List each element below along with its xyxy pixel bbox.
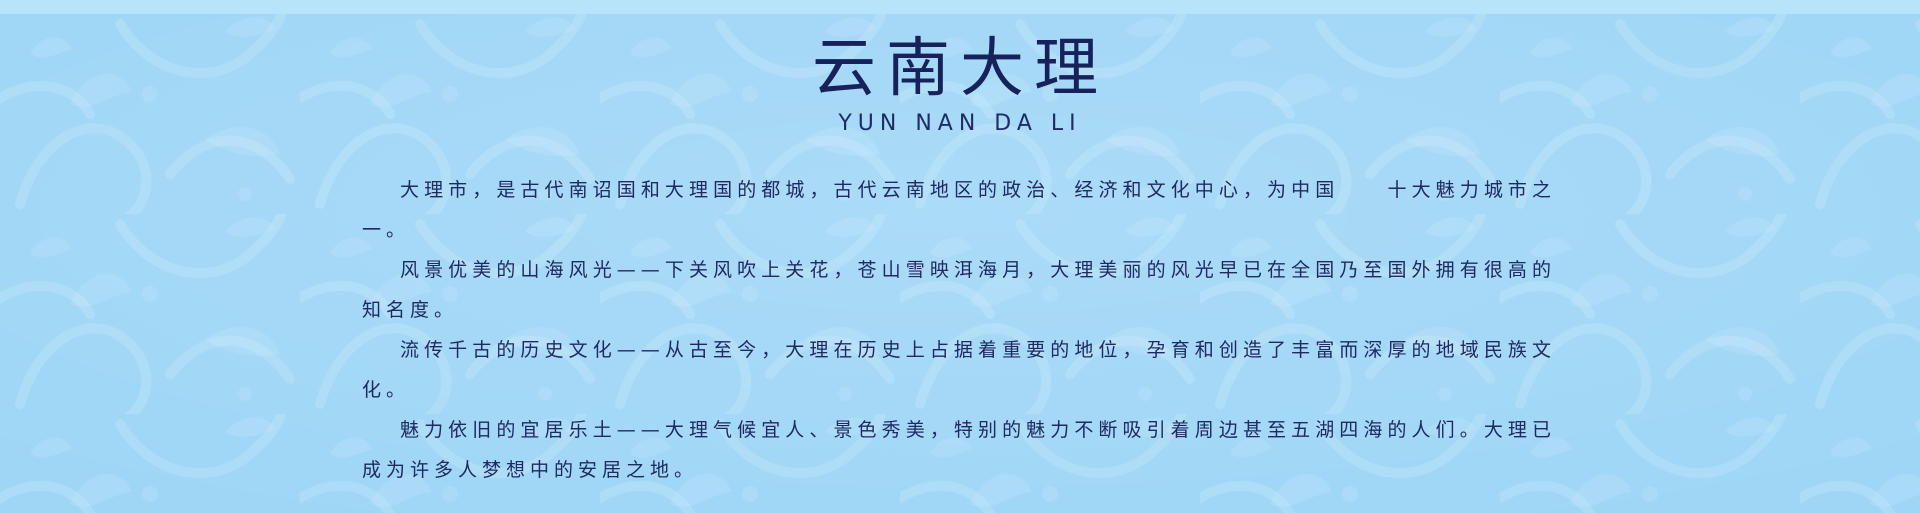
damask-pattern	[0, 14, 1920, 513]
paragraph-1: 大理市，是古代南诏国和大理国的都城，古代云南地区的政治、经济和文化中心，为中国 …	[362, 179, 1556, 241]
paragraph-3: 流传千古的历史文化——从古至今，大理在历史上占据着重要的地位，孕育和创造了丰富而…	[362, 339, 1556, 401]
page-subtitle: YUN NAN DA LI	[838, 111, 1082, 136]
damask-background	[0, 14, 1920, 513]
top-highlight-bar	[0, 0, 1920, 14]
page-title: 云南大理	[812, 32, 1108, 106]
description-block: 大理市，是古代南诏国和大理国的都城，古代云南地区的政治、经济和文化中心，为中国 …	[362, 170, 1556, 490]
paragraph-4: 魅力依旧的宜居乐土——大理气候宜人、景色秀美，特别的魅力不断吸引着周边甚至五湖四…	[362, 419, 1556, 481]
paragraph-2: 风景优美的山海风光——下关风吹上关花，苍山雪映洱海月，大理美丽的风光早已在全国乃…	[362, 259, 1556, 321]
